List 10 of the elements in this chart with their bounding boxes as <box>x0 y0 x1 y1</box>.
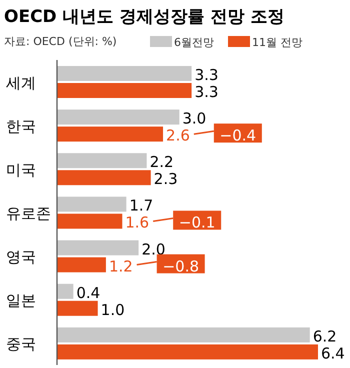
annotation: −0.8 <box>136 254 205 276</box>
legend-label: 11월 전망 <box>252 36 302 49</box>
annotation: −0.4 <box>220 126 256 145</box>
subtitle: 자료: OECD (단위: %) <box>4 35 117 48</box>
annotation: −0.1 <box>178 214 216 232</box>
title: OECD 내년도 경제성장률 전망 조정 <box>4 7 284 27</box>
annotation: −0.8 <box>162 257 200 276</box>
legend-label: 6월전망 <box>174 36 214 49</box>
annotation: −0.1 <box>153 210 222 232</box>
annotation: −0.4 <box>194 124 262 145</box>
